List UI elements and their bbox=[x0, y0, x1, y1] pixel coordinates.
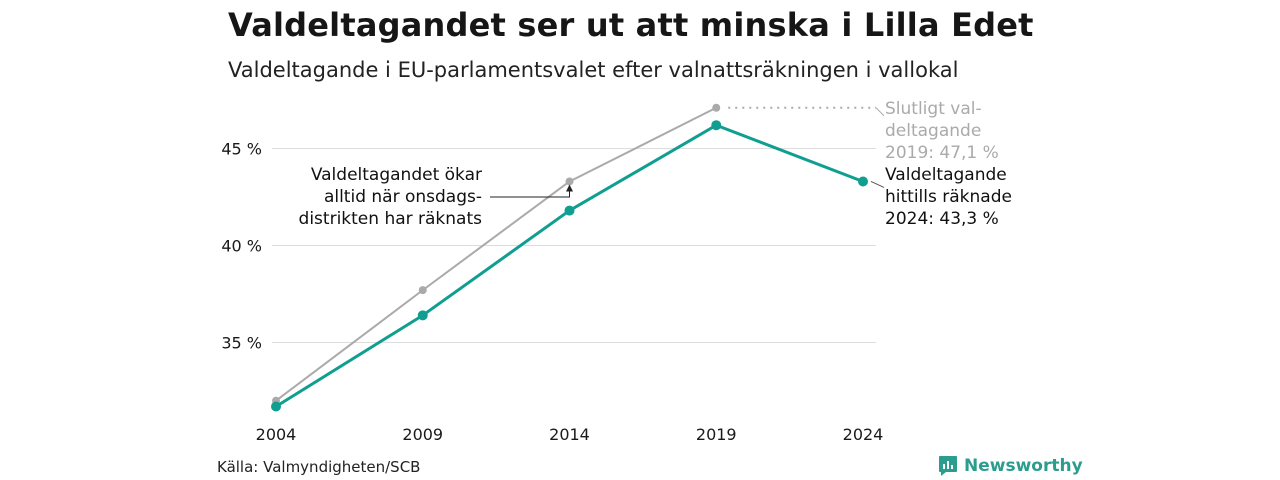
data-point-final bbox=[565, 177, 574, 186]
x-axis-ticks: 2004 2009 2014 2019 2024 bbox=[256, 425, 884, 444]
y-tick-label: 45 % bbox=[221, 140, 262, 159]
note-label-line: distrikten har räknats bbox=[299, 209, 483, 229]
counted-leader bbox=[870, 181, 885, 188]
y-tick-label: 35 % bbox=[221, 334, 262, 353]
brand-name: Newsworthy bbox=[964, 456, 1083, 476]
data-point-counted bbox=[858, 176, 868, 187]
note-label-line: Valdeltagandet ökar bbox=[311, 165, 482, 185]
final-label-line: deltagande bbox=[885, 121, 981, 141]
series-lines bbox=[275, 106, 864, 408]
x-tick-label: 2009 bbox=[402, 425, 443, 444]
x-tick-label: 2004 bbox=[256, 425, 297, 444]
data-point-counted bbox=[711, 120, 722, 131]
series-points bbox=[271, 103, 868, 412]
x-tick-label: 2024 bbox=[843, 425, 884, 444]
note-arrow bbox=[490, 187, 570, 198]
data-point-counted bbox=[271, 401, 281, 412]
y-tick-label: 40 % bbox=[221, 237, 262, 256]
data-point-final bbox=[418, 286, 427, 295]
y-axis-ticks: 35 % 40 % 45 % bbox=[221, 140, 262, 353]
series-line-final bbox=[275, 106, 717, 402]
counted-label-line: Valdeltagande bbox=[885, 165, 1007, 185]
final-label-line: 2019: 47,1 % bbox=[885, 143, 999, 163]
counted-label-line: 2024: 43,3 % bbox=[885, 209, 999, 229]
newsworthy-icon bbox=[939, 456, 957, 476]
data-point-counted bbox=[417, 310, 428, 321]
counted-label-line: hittills räknade bbox=[885, 187, 1012, 207]
x-tick-label: 2019 bbox=[696, 425, 737, 444]
chart-subtitle: Valdeltagande i EU-parlamentsvalet efter… bbox=[228, 58, 959, 82]
final-leader-tick bbox=[875, 107, 885, 117]
data-point-counted bbox=[564, 205, 575, 216]
note-arrowhead bbox=[566, 184, 573, 192]
x-tick-label: 2014 bbox=[549, 425, 590, 444]
chart-title: Valdeltagandet ser ut att minska i Lilla… bbox=[228, 6, 1034, 44]
brand-logo[interactable]: Newsworthy bbox=[938, 455, 1083, 477]
source-note: Källa: Valmyndigheten/SCB bbox=[217, 458, 421, 476]
note-label-line: alltid när onsdags- bbox=[324, 187, 482, 207]
final-label-line: Slutligt val- bbox=[885, 99, 982, 119]
data-point-final bbox=[712, 103, 721, 112]
